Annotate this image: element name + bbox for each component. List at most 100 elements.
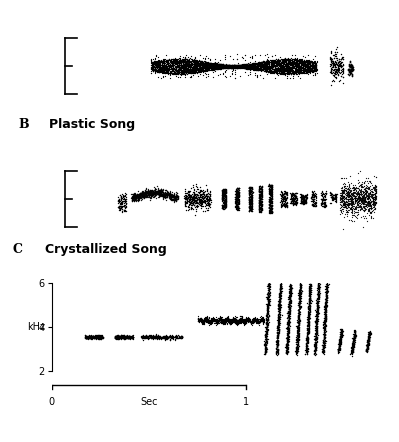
Point [202, 198, 208, 205]
Point [221, 61, 227, 69]
Point [257, 60, 264, 67]
Point [90, 333, 96, 340]
Point [227, 320, 233, 327]
Point [99, 333, 105, 340]
Point [258, 62, 264, 69]
Point [232, 62, 239, 69]
Point [170, 70, 176, 77]
Point [275, 341, 281, 348]
Point [211, 65, 218, 72]
Point [269, 189, 275, 196]
Point [289, 69, 295, 76]
Point [268, 61, 274, 68]
Point [267, 58, 273, 65]
Point [271, 61, 277, 69]
Point [187, 64, 193, 71]
Point [299, 197, 306, 204]
Point [365, 194, 371, 201]
Point [148, 59, 154, 66]
Point [290, 201, 296, 208]
Point [129, 333, 136, 340]
Point [310, 191, 316, 198]
Point [99, 333, 106, 340]
Point [345, 178, 351, 185]
Point [160, 65, 166, 72]
Point [301, 197, 308, 204]
Point [206, 65, 213, 72]
Point [362, 205, 369, 212]
Point [167, 190, 173, 197]
Point [301, 58, 308, 65]
Point [242, 51, 248, 58]
Point [283, 343, 290, 350]
Point [210, 65, 217, 72]
Point [239, 313, 245, 320]
Point [255, 65, 261, 72]
Point [150, 187, 156, 194]
Point [306, 320, 312, 328]
Point [246, 191, 253, 198]
Point [231, 63, 237, 70]
Point [172, 61, 179, 68]
Point [156, 64, 163, 71]
Point [314, 305, 320, 312]
Point [328, 194, 334, 201]
Point [353, 196, 359, 203]
Point [157, 60, 163, 67]
Point [268, 188, 274, 195]
Point [206, 203, 212, 210]
Point [327, 56, 334, 63]
Point [199, 61, 205, 69]
Point [340, 193, 347, 200]
Point [126, 334, 132, 341]
Point [207, 60, 213, 67]
Point [267, 187, 273, 194]
Point [263, 335, 269, 343]
Point [268, 68, 275, 75]
Point [259, 199, 265, 206]
Point [366, 201, 372, 208]
Point [323, 292, 329, 299]
Point [211, 315, 217, 322]
Point [322, 202, 329, 209]
Point [182, 57, 188, 64]
Point [233, 194, 240, 202]
Point [253, 63, 259, 70]
Point [211, 61, 217, 69]
Point [240, 319, 247, 326]
Point [256, 203, 262, 210]
Point [371, 191, 377, 198]
Point [366, 195, 372, 202]
Point [213, 62, 219, 69]
Point [256, 204, 263, 211]
Point [164, 65, 170, 72]
Point [301, 193, 308, 200]
Point [174, 192, 180, 199]
Point [256, 188, 263, 195]
Point [221, 319, 228, 326]
Point [265, 60, 272, 67]
Point [249, 189, 255, 196]
Point [257, 62, 264, 69]
Point [305, 61, 311, 68]
Point [230, 316, 236, 324]
Point [211, 64, 217, 71]
Point [221, 61, 228, 69]
Point [87, 332, 94, 339]
Point [265, 282, 272, 289]
Point [247, 187, 253, 194]
Point [247, 65, 253, 72]
Point [350, 200, 357, 207]
Point [203, 191, 209, 198]
Point [346, 196, 353, 203]
Point [171, 191, 178, 198]
Point [314, 312, 321, 319]
Point [275, 318, 282, 325]
Point [169, 61, 175, 68]
Point [276, 314, 282, 321]
Point [266, 196, 272, 203]
Point [263, 336, 269, 343]
Point [320, 344, 326, 351]
Point [257, 193, 263, 200]
Point [285, 326, 291, 333]
